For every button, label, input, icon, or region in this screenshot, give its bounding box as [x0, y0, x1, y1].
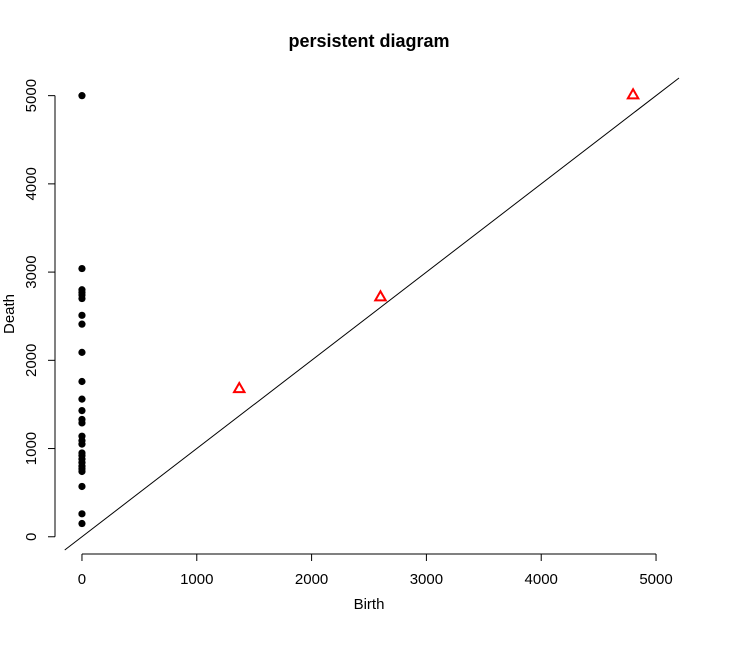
diagonal-layer	[64, 77, 680, 551]
y-tick-label: 4000	[23, 167, 40, 200]
dim0-point	[78, 92, 86, 100]
dim0-point	[78, 519, 86, 528]
y-tick-label: 3000	[23, 255, 40, 288]
dim0-point	[78, 482, 86, 491]
y-tick-label: 2000	[23, 344, 40, 377]
x-axis-label: Birth	[354, 596, 385, 613]
dim0-point	[78, 407, 86, 415]
dim1-point	[232, 381, 247, 394]
x-tick-label: 4000	[525, 571, 558, 588]
points-layer	[78, 87, 641, 528]
dim0-point	[78, 320, 86, 328]
dim0-point	[78, 264, 86, 273]
x-tick-label: 1000	[180, 571, 213, 588]
x-tick-label: 0	[78, 571, 86, 588]
chart-title: persistent diagram	[288, 31, 449, 51]
y-tick-label: 1000	[23, 432, 40, 465]
dim1-point	[373, 289, 388, 302]
dim0-point	[78, 419, 86, 427]
dim0-point	[78, 510, 86, 518]
dim0-point	[78, 348, 86, 356]
dim1-point	[626, 87, 641, 100]
dim0-point	[78, 395, 86, 403]
dim0-point	[78, 467, 86, 476]
y-tick-label: 5000	[23, 79, 40, 112]
dim0-point	[78, 377, 86, 386]
y-tick-label: 0	[23, 533, 40, 541]
y-axis-label: Death	[1, 294, 18, 334]
y-axis: 0 1000 2000 3000 4000 5000	[23, 79, 56, 541]
x-tick-label: 2000	[295, 571, 328, 588]
x-tick-label: 5000	[639, 571, 672, 588]
dim0-point	[78, 294, 86, 303]
dim0-point	[78, 311, 86, 319]
x-tick-label: 3000	[410, 571, 443, 588]
dim0-point	[78, 440, 86, 448]
diagonal-line	[64, 77, 680, 551]
x-axis: 0 1000 2000 3000 4000 5000	[78, 553, 673, 588]
